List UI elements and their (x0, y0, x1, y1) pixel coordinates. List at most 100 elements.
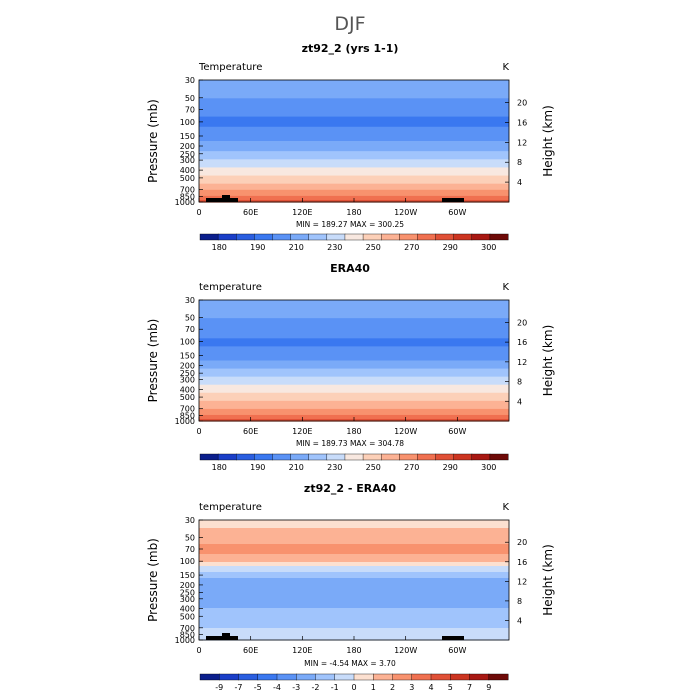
colorbar-swatch (417, 453, 437, 461)
contour-band (199, 102, 509, 105)
contour-band (199, 171, 509, 175)
colorbar-label: 270 (404, 463, 419, 472)
contour-band (199, 167, 509, 171)
colorbar-swatch (308, 233, 328, 241)
variable-label: Temperature (198, 62, 262, 73)
right-axis-title: Height (km) (541, 544, 555, 615)
pressure-tick-label: 1000 (175, 198, 195, 207)
contour-band (199, 382, 509, 386)
variable-label: temperature (199, 502, 262, 513)
contour-band (199, 554, 509, 557)
contour-band (199, 630, 509, 633)
contour-band (199, 306, 509, 309)
colorbar-swatch (238, 673, 259, 681)
pressure-tick-label: 700 (180, 186, 195, 195)
contour-band (199, 151, 509, 154)
pressure-tick-label: 500 (180, 612, 195, 621)
min-max-stats: MIN = 189.73 MAX = 304.78 (296, 439, 404, 448)
contour-band (199, 177, 509, 181)
colorbar-swatch (399, 453, 418, 461)
units-label: K (502, 282, 509, 293)
contour-band (199, 98, 509, 101)
pressure-tick-label: 30 (185, 296, 195, 305)
x-tick-label: 180 (346, 646, 361, 655)
x-tick-label: 180 (346, 208, 361, 217)
contour-band (199, 143, 509, 146)
colorbar-label: -9 (215, 683, 223, 692)
colorbar-label: 1 (371, 683, 376, 692)
contour-band (199, 626, 509, 629)
contour-band (199, 520, 509, 523)
pressure-tick-label: 700 (180, 624, 195, 633)
contour-band (199, 308, 509, 311)
pressure-tick-label: 100 (180, 338, 195, 347)
contour-band (199, 534, 509, 537)
colorbar-swatch (199, 673, 220, 681)
contour-band (199, 189, 509, 193)
pressure-tick-label: 200 (180, 361, 195, 370)
colorbar-swatch (453, 453, 473, 461)
panel-title: zt92_2 - ERA40 (304, 482, 396, 495)
contour-band (199, 354, 509, 358)
contour-band (199, 574, 509, 577)
contour-band (199, 316, 509, 319)
x-tick-label: 180 (346, 427, 361, 436)
contour-band (199, 546, 509, 549)
colorbar-label: 250 (366, 463, 381, 472)
pressure-tick-label: 850 (180, 192, 195, 201)
contour-band (199, 145, 509, 148)
contour-band (199, 100, 509, 103)
contour-band (199, 542, 509, 545)
contour-band (199, 410, 509, 414)
x-tick-label: 60E (243, 646, 258, 655)
contour-band (199, 586, 509, 589)
contour-band (199, 304, 509, 307)
contour-band (199, 406, 509, 410)
contour-band (199, 414, 509, 418)
contour-band (199, 155, 509, 158)
topography (206, 636, 238, 640)
contour-band (199, 400, 509, 404)
contour-band (199, 159, 509, 162)
pressure-tick-label: 100 (180, 118, 195, 127)
contour-band (199, 606, 509, 609)
contour-band (199, 114, 509, 118)
colorbar-swatch (469, 673, 490, 681)
panel-title: ERA40 (330, 262, 370, 275)
contour-band (199, 320, 509, 323)
height-tick-label: 12 (517, 138, 527, 147)
contour-band (199, 322, 509, 325)
contour-band (199, 580, 509, 583)
contour-band (199, 402, 509, 406)
height-tick-label: 4 (517, 616, 522, 625)
contour-band (199, 195, 509, 199)
contour-band (199, 193, 509, 197)
topography (442, 636, 464, 640)
contour-band (199, 169, 509, 173)
contour-band (199, 558, 509, 561)
topography (222, 195, 230, 198)
contour-band (199, 147, 509, 150)
contour-band (199, 191, 509, 195)
colorbar-label: 4 (428, 683, 433, 692)
panel-title: zt92_2 (yrs 1-1) (302, 42, 399, 55)
contour-band (199, 412, 509, 416)
contour-band (199, 610, 509, 613)
contour-band (199, 604, 509, 607)
y-axis-title: Pressure (mb) (146, 319, 160, 403)
x-tick-label: 0 (196, 427, 201, 436)
contour-band (199, 628, 509, 631)
contour-band (199, 326, 509, 329)
contour-band (199, 598, 509, 601)
contour-band (199, 590, 509, 593)
x-tick-label: 120E (292, 646, 312, 655)
colorbar-swatch (276, 673, 297, 681)
topography (206, 198, 238, 202)
colorbar-swatch (380, 453, 400, 461)
contour-band (199, 108, 509, 112)
contour-band (199, 92, 509, 95)
x-tick-label: 0 (196, 208, 201, 217)
colorbar-label: 300 (481, 463, 496, 472)
contour-band (199, 141, 509, 144)
contour-band (199, 396, 509, 400)
